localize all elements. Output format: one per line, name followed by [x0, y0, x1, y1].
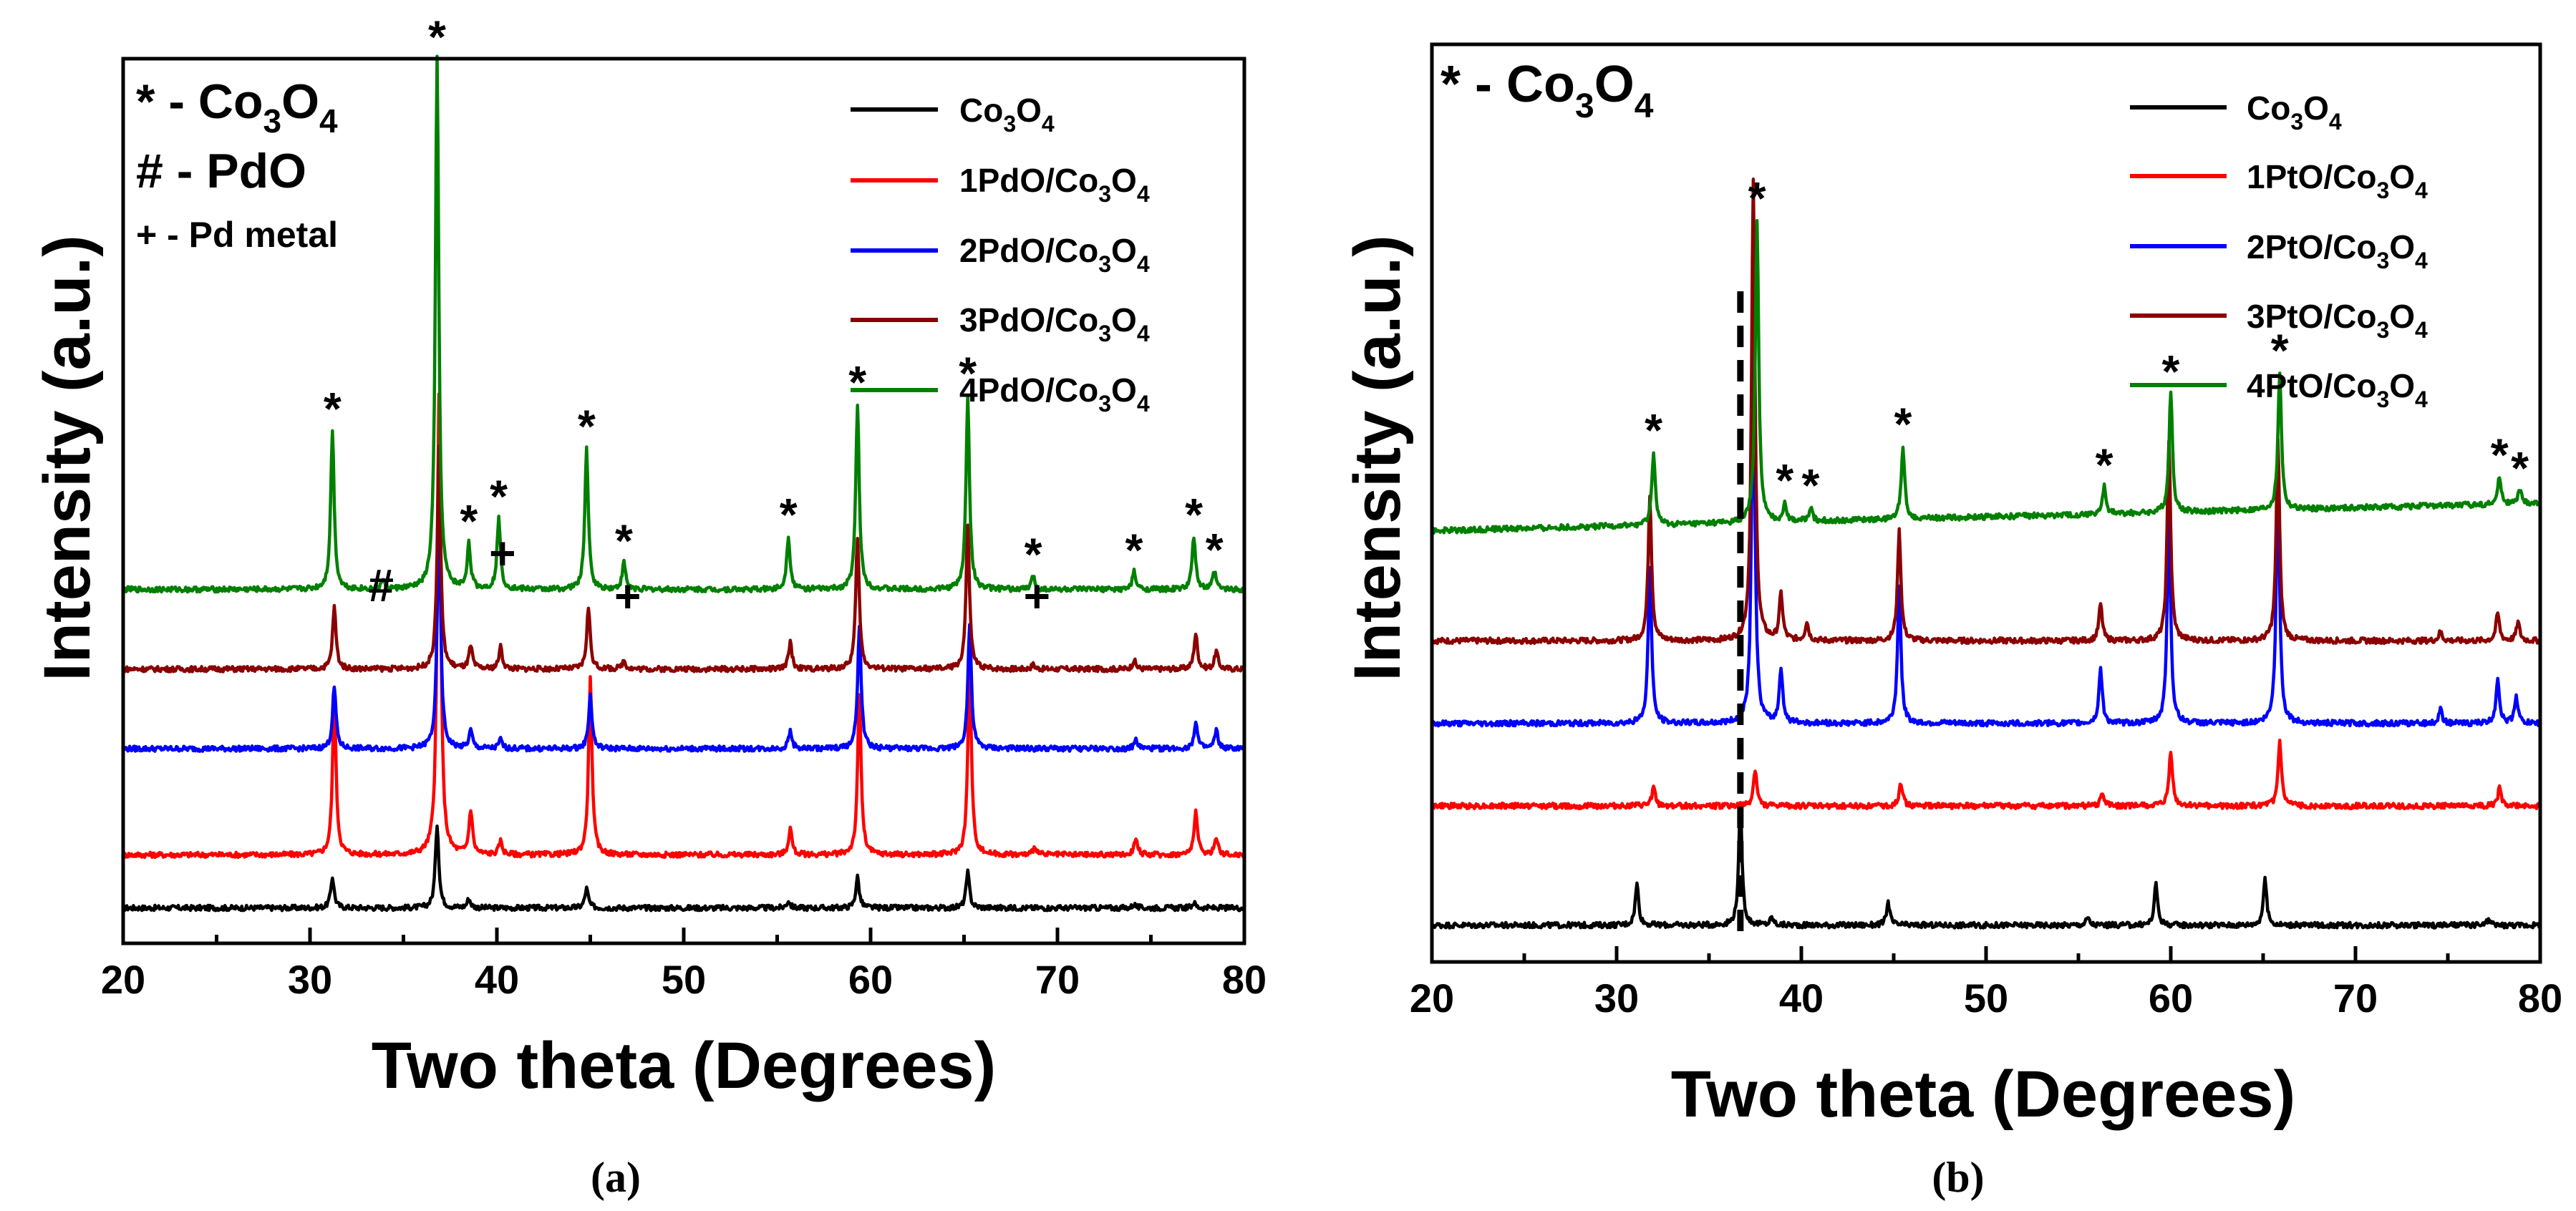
panel-b-x-axis: 20 30 40 50 60 70 80: [1410, 946, 2562, 1021]
panel-a-x-axis: 20 30 40 50 60 70 80: [101, 928, 1267, 1002]
panel-b-traces: [1430, 177, 2542, 930]
panel-a-peak-marker: *: [1125, 525, 1143, 576]
panel-a-series-co3o4: [122, 824, 1245, 913]
panel-a-xtick-label-70: 70: [1035, 957, 1080, 1002]
legend-label-4pdo: 4PdO/Co3O4: [959, 371, 1150, 417]
panel-a-annotation-co3o4: * - Co3O4: [136, 74, 338, 140]
pd-metal-plus-marker: +: [1024, 570, 1050, 622]
panel-a-legend: Co3O4 1PdO/Co3O4 2PdO/Co3O4 3PdO/Co3O4 4…: [851, 92, 1150, 417]
panel-a-peak-marker: *: [1206, 524, 1224, 575]
panel-a-series-2pdo-co3o4: [121, 509, 1246, 753]
panel-a-series-1pdo-co3o4: [121, 392, 1246, 860]
panel-a-peak-marker: *: [959, 348, 977, 399]
pdo-hash-marker: #: [368, 560, 394, 611]
panel-a-peak-marker: *: [615, 515, 633, 567]
panel-a-peak-marker: *: [1185, 489, 1203, 540]
panel-b-xtick-label-60: 60: [2149, 976, 2193, 1021]
panel-a-annotation-pd-metal: + - Pd metal: [136, 215, 338, 255]
panel-a-xtick-label-80: 80: [1222, 957, 1267, 1002]
panel-b-xtick-label-80: 80: [2518, 976, 2562, 1021]
panel-b-xtick-label-30: 30: [1594, 976, 1639, 1021]
legend-label-2pto: 2PtO/Co3O4: [2247, 228, 2428, 273]
panel-b-peak-marker: *: [1801, 459, 1819, 511]
panel-b-x-axis-label: Two theta (Degrees): [1671, 1058, 2295, 1131]
panel-b-xtick-label-70: 70: [2333, 976, 2378, 1021]
panel-b-xtick-label-20: 20: [1410, 976, 1454, 1021]
panel-a-annotation-pdo: # - PdO: [136, 144, 306, 198]
panel-b-peak-markers: *** **** ** *: [1645, 172, 2529, 511]
panel-b-xtick-label-50: 50: [1964, 976, 2008, 1021]
pd-metal-plus-marker: +: [489, 527, 515, 579]
panel-a-xtick-label-20: 20: [101, 957, 145, 1002]
panel-b-series-3pto-co3o4: [1430, 177, 2541, 646]
panel-b-peak-marker: *: [2096, 439, 2113, 490]
panel-b-caption: (b): [1932, 1154, 1984, 1201]
panel-b-peak-marker: *: [2511, 442, 2529, 494]
legend-label-1pdo: 1PdO/Co3O4: [959, 162, 1150, 207]
panel-b-annotation-co3o4: * - Co3O4: [1440, 56, 1654, 125]
panel-a-xtick-label-30: 30: [288, 957, 332, 1002]
panel-b-y-axis-label: Intensity (a.u.): [1341, 235, 1414, 681]
panel-b-chart: *** **** ** * 20 30 40 50 60 70 80 * - Co3O4 Co3O…: [1341, 42, 2562, 1201]
panel-a-peak-marker: *: [1025, 529, 1042, 580]
panel-b-peak-marker: *: [1776, 454, 1793, 506]
legend-label-co3o4-b: Co3O4: [2247, 89, 2342, 135]
panel-a-peak-marker: *: [848, 356, 866, 408]
panel-b-series-4pto-co3o4: [1430, 219, 2542, 535]
panel-a-xtick-label-40: 40: [475, 957, 519, 1002]
panel-b-peak-marker: *: [2162, 346, 2180, 397]
panel-b-peak-marker: *: [1645, 404, 1662, 456]
panel-a-xtick-label-60: 60: [848, 957, 893, 1002]
panel-a-series-3pdo-co3o4: [122, 444, 1245, 673]
pd-metal-plus-marker: +: [614, 570, 641, 622]
legend-label-4pto: 4PtO/Co3O4: [2247, 367, 2428, 412]
panel-a-peak-marker: *: [578, 400, 596, 452]
legend-label-1pto: 1PtO/Co3O4: [2247, 158, 2428, 203]
panel-a-x-axis-label: Two theta (Degrees): [372, 1029, 996, 1102]
panel-a-peak-marker: *: [324, 383, 342, 434]
panel-a-chart: *** ***** ** ***#++ + 20 30 40 50 60 70 80 * - Co3…: [31, 11, 1267, 1201]
panel-b-peak-marker: *: [2271, 325, 2289, 376]
legend-label-3pdo: 3PdO/Co3O4: [959, 301, 1150, 346]
panel-a-peak-marker: *: [428, 11, 446, 62]
panel-a-peak-marker: *: [780, 489, 798, 540]
panel-b-series-2pto-co3o4: [1430, 352, 2542, 728]
panel-a-y-axis-label: Intensity (a.u.): [31, 235, 104, 681]
panel-a-peak-markers: *** ***** ** ***#++ +: [324, 11, 1224, 622]
panel-b-series-co3o4: [1430, 801, 2541, 930]
panel-b-peak-marker: *: [1748, 172, 1766, 224]
panel-a-series-4pdo-co3o4: [122, 54, 1246, 594]
panel-b-series-1pto-co3o4: [1430, 738, 2542, 811]
panel-b-xtick-label-40: 40: [1779, 976, 1824, 1021]
panel-a-caption: (a): [591, 1154, 641, 1201]
legend-label-2pdo: 2PdO/Co3O4: [959, 232, 1150, 277]
panel-a-traces: [121, 54, 1246, 913]
panel-a-peak-marker: *: [460, 495, 478, 547]
panel-b-peak-marker: *: [1894, 398, 1912, 449]
legend-label-co3o4: Co3O4: [959, 92, 1055, 137]
panel-a-peak-marker: *: [490, 470, 508, 522]
panel-b-peak-marker: *: [2491, 429, 2509, 481]
panel-a-xtick-label-50: 50: [662, 957, 706, 1002]
